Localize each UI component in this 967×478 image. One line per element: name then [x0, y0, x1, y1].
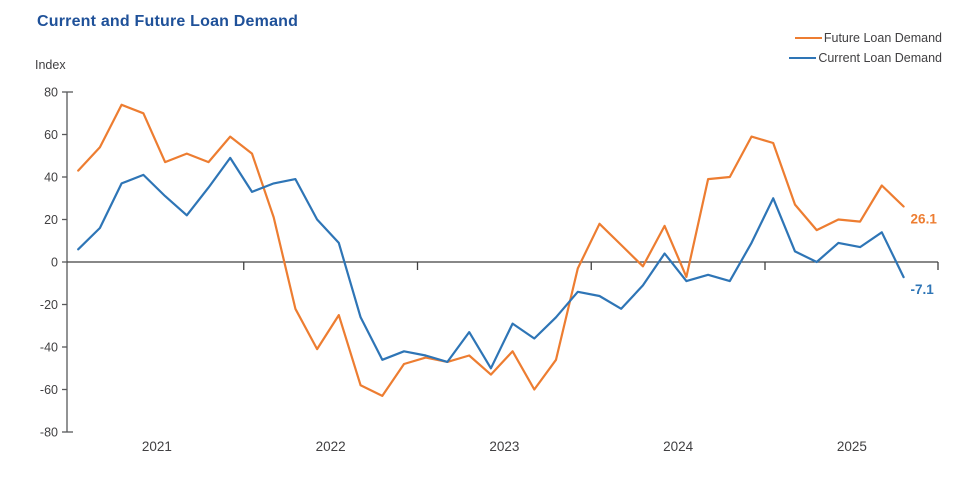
- x-year-label: 2024: [663, 439, 694, 454]
- series-line-current: [77, 156, 905, 370]
- y-tick-label: 0: [51, 256, 58, 270]
- legend-item-current: Current Loan Demand: [789, 51, 942, 65]
- chart-title: Current and Future Loan Demand: [37, 13, 299, 30]
- y-tick-label: 80: [44, 86, 58, 100]
- y-tick-label: 60: [44, 128, 58, 142]
- legend-label-current: Current Loan Demand: [818, 51, 942, 65]
- y-tick-label: -80: [40, 426, 58, 440]
- x-year-label: 2025: [837, 439, 867, 454]
- series-line-future: [77, 103, 905, 397]
- future-line-swatch: [794, 36, 822, 40]
- y-tick-label: -20: [40, 298, 58, 312]
- y-tick-label: -40: [40, 341, 58, 355]
- x-year-label: 2023: [489, 439, 519, 454]
- legend-item-future: Future Loan Demand: [794, 31, 942, 45]
- x-year-label: 2022: [316, 439, 346, 454]
- y-tick-label: 20: [44, 213, 58, 227]
- y-axis-unit-label: Index: [35, 58, 66, 72]
- y-tick-label: 40: [44, 171, 58, 185]
- legend-label-future: Future Loan Demand: [823, 31, 942, 45]
- end-value-label-future: 26.1: [911, 212, 938, 227]
- y-tick-label: -60: [40, 383, 58, 397]
- current-line-swatch: [789, 56, 817, 60]
- end-value-label-current: -7.1: [911, 282, 935, 297]
- x-year-label: 2021: [142, 439, 172, 454]
- legend: Future Loan Demand Current Loan Demand: [789, 31, 942, 65]
